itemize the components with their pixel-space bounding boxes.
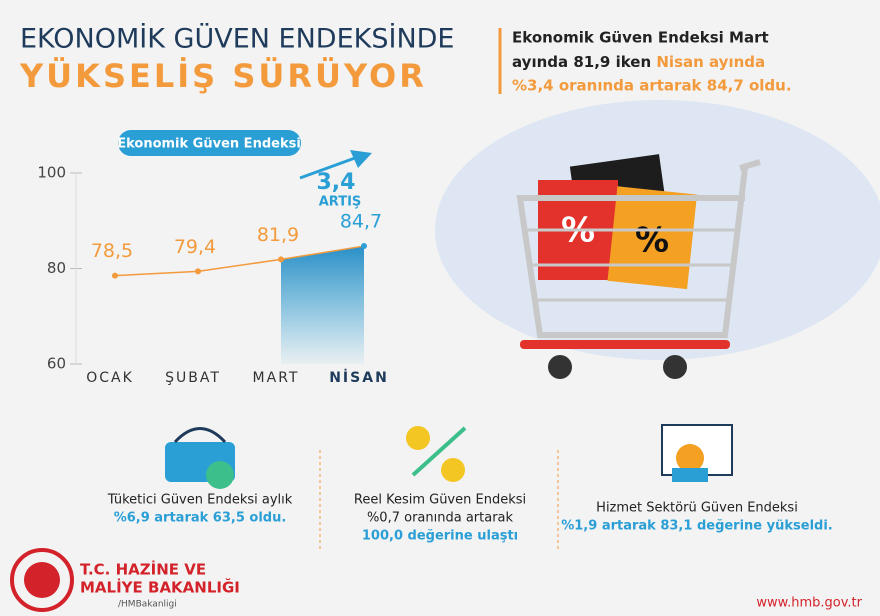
wheel bbox=[663, 355, 687, 379]
stat-highlight: %6,9 artarak 63,5 oldu. bbox=[114, 511, 287, 526]
cart-base bbox=[520, 340, 730, 349]
x-tick-label: ŞUBAT bbox=[165, 370, 221, 386]
arrow-head bbox=[350, 150, 372, 168]
x-tick-label: NİSAN bbox=[329, 369, 389, 386]
y-tick-label: 80 bbox=[47, 259, 66, 277]
value-label: 81,9 bbox=[257, 224, 299, 246]
icon-basket bbox=[173, 427, 227, 444]
title-line1: EKONOMİK GÜVEN ENDEKSİNDE bbox=[20, 23, 455, 55]
summary-line: Ekonomik Güven Endeksi Mart bbox=[512, 29, 769, 47]
chart: 60 80 100 78,5 OCAK 79,4 ŞUBAT 81,9 MART 84,7 NİSA… bbox=[37, 164, 389, 387]
annotation: 3,4 bbox=[317, 170, 356, 195]
point bbox=[112, 272, 118, 279]
stat-highlight: %1,9 artarak 83,1 değerine yükseldi. bbox=[561, 519, 833, 534]
stat-text: Hizmet Sektörü Güven Endeksi bbox=[596, 501, 798, 516]
icon-worker bbox=[676, 444, 704, 472]
icon: % bbox=[635, 221, 669, 261]
icon-arrow bbox=[411, 426, 467, 477]
bag bbox=[607, 186, 697, 290]
y-tick-label: 100 bbox=[37, 164, 66, 182]
social-handle: /HMBakanligi bbox=[118, 600, 177, 610]
stats: Tüketici Güven Endeksi aylık %6,9 artarak… bbox=[107, 493, 833, 544]
stat-text: Tüketici Güven Endeksi aylık bbox=[107, 493, 293, 508]
value-label: 78,5 bbox=[91, 240, 133, 262]
annotation: ARTIŞ bbox=[319, 195, 362, 210]
value-label: 79,4 bbox=[174, 236, 216, 258]
cart bbox=[516, 159, 761, 338]
logo bbox=[24, 562, 60, 598]
chart-title-pill bbox=[118, 130, 301, 156]
icon-coin bbox=[441, 458, 465, 482]
icon-worker bbox=[672, 468, 708, 482]
stat-highlight: 100,0 değerine ulaştı bbox=[362, 529, 518, 544]
chart-title: Ekonomik Güven Endeksi bbox=[117, 137, 301, 152]
wheel bbox=[548, 355, 572, 379]
cart bbox=[525, 228, 740, 302]
org-name: T.C. HAZİNE VE bbox=[80, 560, 206, 579]
x-tick-label: MART bbox=[253, 370, 300, 386]
title-line2: YÜKSELİŞ SÜRÜYOR bbox=[19, 57, 427, 95]
y-tick-label: 60 bbox=[47, 355, 66, 373]
value-label: 84,7 bbox=[340, 211, 382, 233]
point bbox=[361, 243, 367, 250]
stat-text: %0,7 oranında artarak bbox=[367, 511, 514, 526]
highlight-area bbox=[281, 246, 364, 364]
stat-text: Reel Kesim Güven Endeksi bbox=[354, 493, 526, 508]
x-tick-label: OCAK bbox=[86, 370, 134, 386]
point bbox=[278, 256, 284, 263]
summary-line: %3,4 oranında artarak 84,7 oldu. bbox=[512, 77, 792, 95]
point bbox=[195, 268, 201, 275]
url[interactable]: www.hmb.gov.tr bbox=[756, 596, 862, 611]
org-name: MALİYE BAKANLIĞI bbox=[80, 578, 240, 597]
summary-line: ayında 81,9 iken Nisan ayında bbox=[512, 53, 765, 71]
arrow bbox=[299, 156, 356, 180]
line bbox=[114, 245, 365, 277]
logo bbox=[10, 548, 74, 612]
icon-plus bbox=[206, 461, 234, 489]
icon-coin bbox=[406, 426, 430, 450]
